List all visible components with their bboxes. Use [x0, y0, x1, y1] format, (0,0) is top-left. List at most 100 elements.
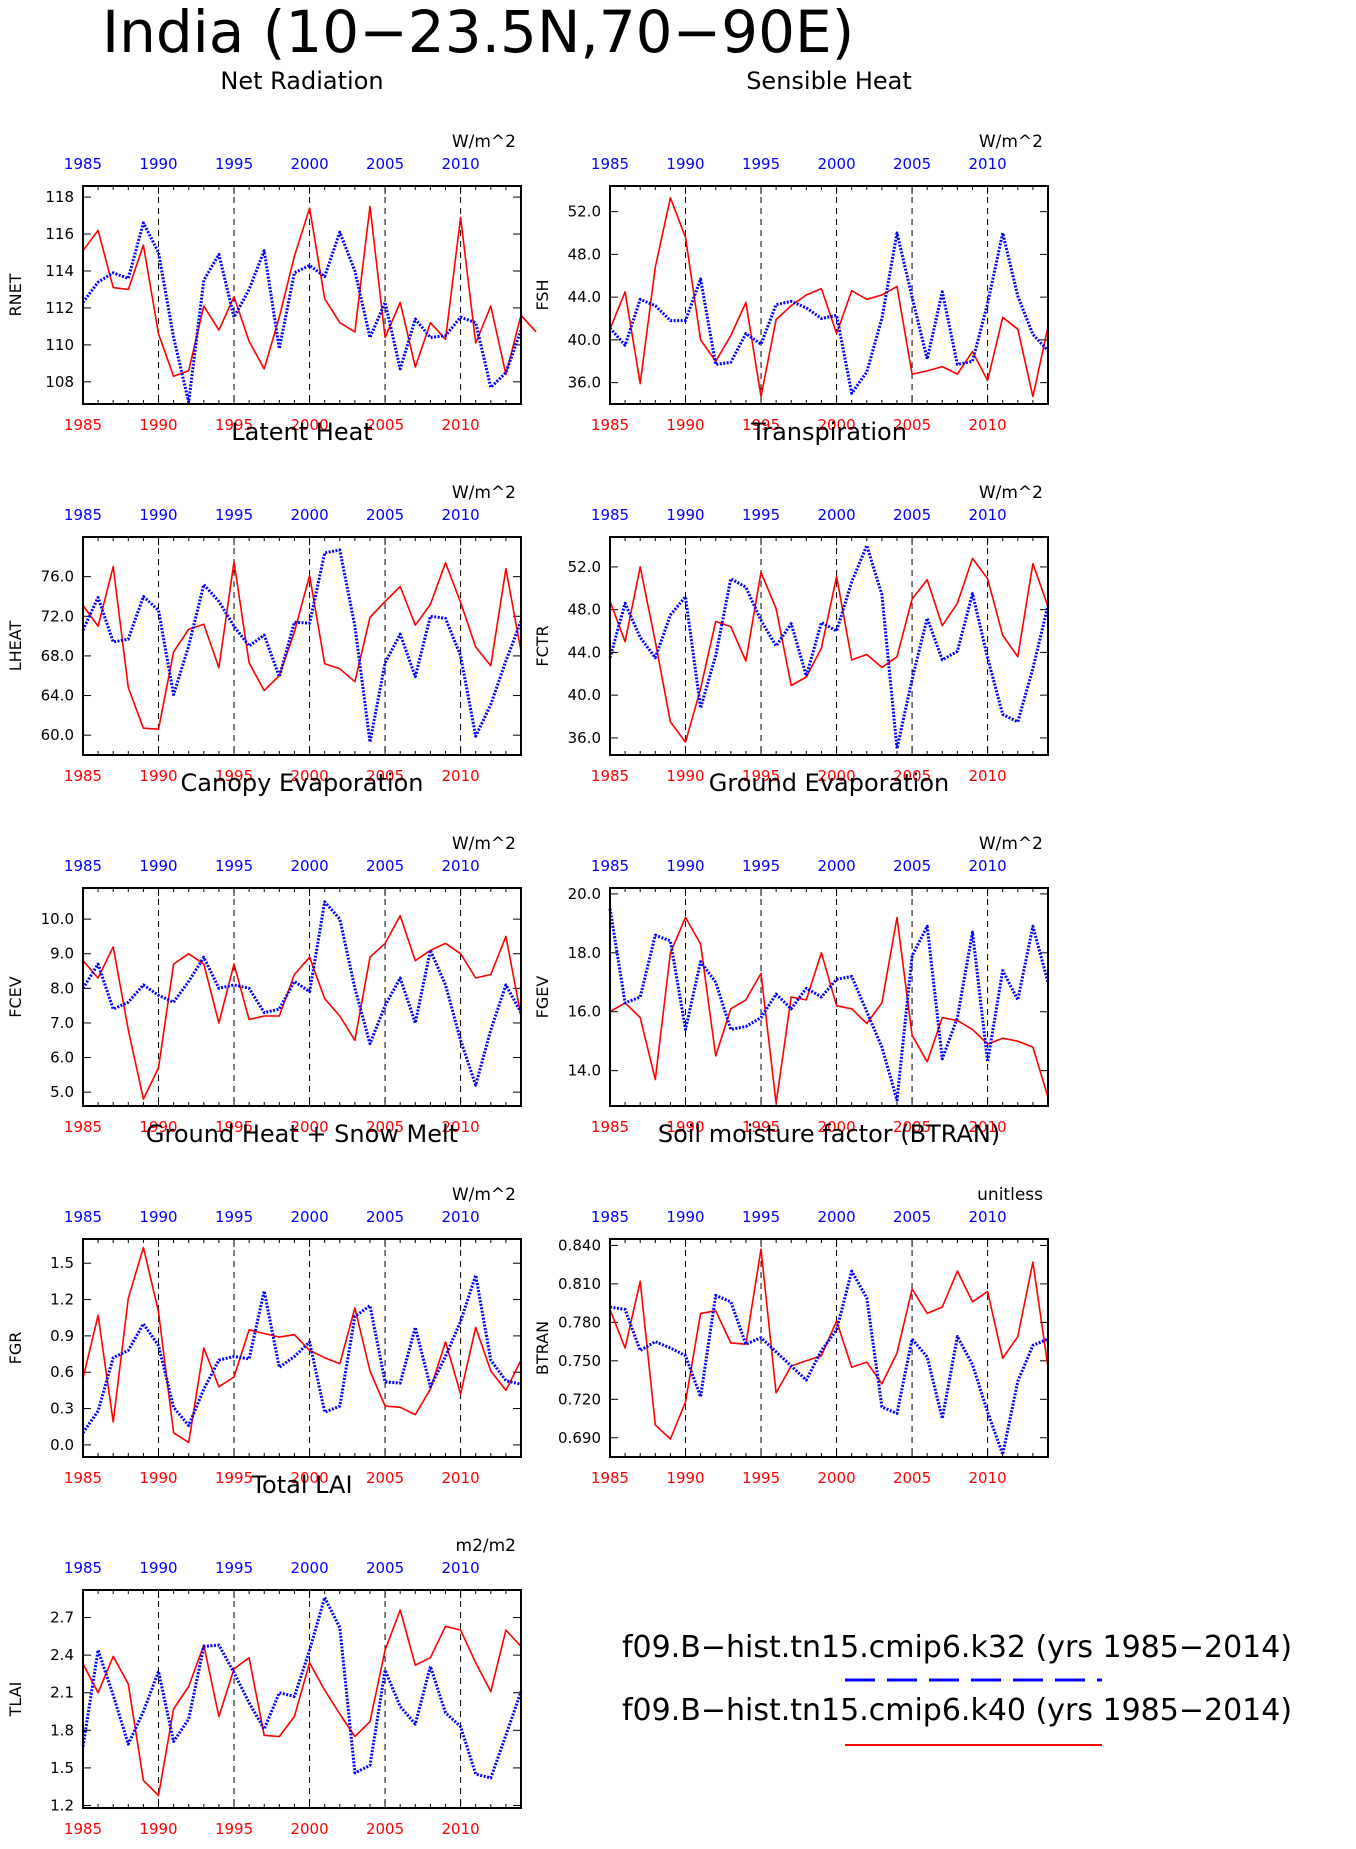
- x-tick-label-bottom: 2010: [968, 416, 1006, 434]
- x-tick-label-top: 2000: [817, 1208, 855, 1226]
- x-tick-label-bottom: 1995: [742, 1118, 780, 1136]
- units-label: m2/m2: [456, 1536, 516, 1556]
- x-tick-label-bottom: 1995: [742, 767, 780, 785]
- series-line-k32: [81, 1596, 523, 1780]
- x-tick-label-bottom: 1990: [666, 767, 704, 785]
- series-line-k32: [608, 544, 1050, 751]
- y-tick-label: 114: [45, 262, 74, 280]
- x-tick-label-bottom: 1985: [64, 767, 102, 785]
- legend-label-k40: f09.B−hist.tn15.cmip6.k40 (yrs 1985−2014…: [622, 1693, 1292, 1728]
- x-tick-label-top: 1995: [742, 506, 780, 524]
- x-tick-label-top: 1995: [742, 155, 780, 173]
- x-tick-label-bottom: 2005: [366, 1118, 404, 1136]
- x-tick-label-bottom: 2010: [968, 1469, 1006, 1487]
- y-tick-label: 2.1: [50, 1684, 74, 1702]
- y-tick-label: 14.0: [568, 1062, 601, 1080]
- x-tick-label-top: 2005: [893, 1208, 931, 1226]
- panel-total-lai: Total LAI m2/m2 TLAI 1985 1985 1990 1990 1995 19…: [6, 1471, 523, 1838]
- x-tick-label-bottom: 1995: [215, 416, 253, 434]
- x-tick-label-bottom: 2005: [893, 767, 931, 785]
- x-tick-label-top: 2005: [366, 1559, 404, 1577]
- x-tick-label-bottom: 1990: [666, 1118, 704, 1136]
- y-tick-label: 72.0: [41, 607, 74, 625]
- x-tick-label-bottom: 1990: [139, 767, 177, 785]
- y-axis-label: BTRAN: [533, 1321, 552, 1375]
- x-tick-label-bottom: 2000: [290, 767, 328, 785]
- units-label: W/m^2: [452, 834, 516, 854]
- x-tick-label-top: 2000: [817, 857, 855, 875]
- y-axis-label: FSH: [533, 279, 552, 310]
- x-tick-label-top: 2005: [893, 155, 931, 173]
- x-tick-label-top: 2010: [441, 1559, 479, 1577]
- y-tick-label: 112: [45, 299, 74, 317]
- page-title: India (10−23.5N,70−90E): [102, 0, 854, 66]
- y-axis-label: FGEV: [533, 976, 552, 1019]
- x-tick-label-top: 1985: [591, 1208, 629, 1226]
- x-tick-label-top: 1995: [742, 1208, 780, 1226]
- panel-net-radiation: Net Radiation W/m^2 RNET 1985 1985 1990 1990 19…: [6, 67, 537, 434]
- y-tick-label: 0.780: [558, 1313, 601, 1331]
- x-tick-label-bottom: 1990: [666, 1469, 704, 1487]
- y-tick-label: 1.5: [50, 1254, 74, 1272]
- x-tick-label-bottom: 2005: [366, 416, 404, 434]
- y-tick-label: 0.840: [558, 1236, 601, 1254]
- y-axis-label: FCEV: [6, 976, 25, 1017]
- y-tick-label: 10.0: [41, 910, 74, 928]
- y-tick-label: 52.0: [568, 558, 601, 576]
- series-line-k32: [81, 221, 523, 404]
- x-tick-label-top: 1990: [666, 1208, 704, 1226]
- x-tick-label-bottom: 1990: [139, 416, 177, 434]
- plot-frame: [82, 887, 522, 1107]
- x-tick-label-bottom: 2005: [893, 1118, 931, 1136]
- x-tick-label-bottom: 1995: [215, 767, 253, 785]
- y-axis-label: LHEAT: [6, 621, 25, 672]
- y-tick-label: 0.6: [50, 1363, 74, 1381]
- x-tick-label-bottom: 1985: [591, 1118, 629, 1136]
- x-tick-label-bottom: 2010: [441, 1820, 479, 1838]
- x-tick-label-bottom: 2005: [366, 1469, 404, 1487]
- y-tick-label: 108: [45, 373, 74, 391]
- y-tick-label: 60.0: [41, 726, 74, 744]
- units-label: W/m^2: [979, 132, 1043, 152]
- y-tick-label: 20.0: [568, 885, 601, 903]
- x-tick-label-top: 1990: [139, 155, 177, 173]
- y-tick-label: 44.0: [568, 288, 601, 306]
- series-line-k32: [81, 900, 523, 1087]
- series-line-k40: [609, 1248, 1049, 1440]
- plot-frame: [82, 185, 522, 405]
- x-tick-label-top: 2005: [366, 1208, 404, 1226]
- x-tick-label-top: 1985: [64, 155, 102, 173]
- x-tick-label-top: 1990: [139, 1208, 177, 1226]
- series-line-k40: [82, 1246, 522, 1444]
- x-tick-label-bottom: 2005: [893, 1469, 931, 1487]
- x-tick-label-bottom: 1990: [139, 1820, 177, 1838]
- y-tick-label: 1.2: [50, 1291, 74, 1309]
- x-tick-label-top: 1985: [591, 155, 629, 173]
- y-tick-label: 76.0: [41, 568, 74, 586]
- x-tick-label-bottom: 2010: [441, 1469, 479, 1487]
- y-tick-label: 40.0: [568, 686, 601, 704]
- x-tick-label-top: 2000: [817, 506, 855, 524]
- x-tick-label-top: 1995: [742, 857, 780, 875]
- x-tick-label-top: 1990: [139, 857, 177, 875]
- x-tick-label-top: 1985: [64, 857, 102, 875]
- y-tick-label: 44.0: [568, 643, 601, 661]
- series-line-k40: [82, 914, 522, 1100]
- units-label: W/m^2: [979, 483, 1043, 503]
- series-line-k32: [608, 908, 1050, 1102]
- x-tick-label-top: 2000: [290, 155, 328, 173]
- y-tick-label: 64.0: [41, 687, 74, 705]
- x-tick-label-top: 1995: [215, 155, 253, 173]
- x-tick-label-top: 2000: [817, 155, 855, 173]
- units-label: W/m^2: [452, 483, 516, 503]
- x-tick-label-bottom: 1990: [139, 1469, 177, 1487]
- x-tick-label-top: 1990: [139, 1559, 177, 1577]
- y-tick-label: 8.0: [50, 979, 74, 997]
- series-line-k32: [81, 1273, 522, 1434]
- x-tick-label-bottom: 1985: [591, 416, 629, 434]
- x-tick-label-bottom: 1985: [64, 1118, 102, 1136]
- x-tick-label-top: 2010: [441, 155, 479, 173]
- panel-title: Transpiration: [750, 418, 907, 446]
- y-tick-label: 9.0: [50, 945, 74, 963]
- units-label: W/m^2: [452, 1185, 516, 1205]
